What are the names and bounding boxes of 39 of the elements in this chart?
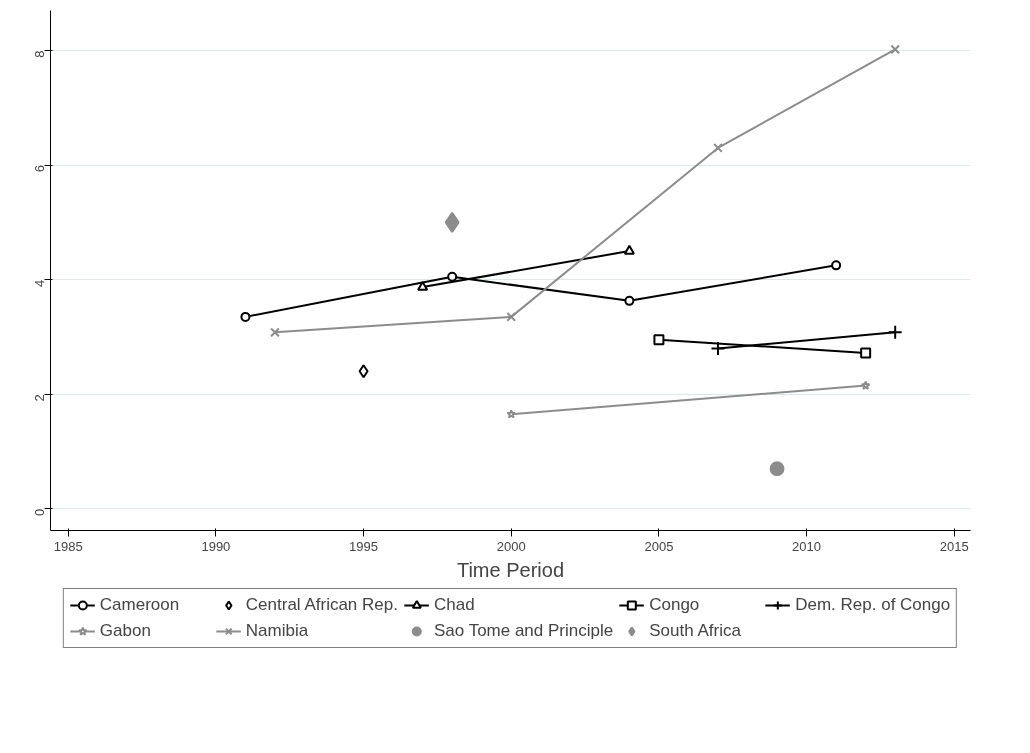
y-tick-label: 2 [32, 394, 47, 402]
legend-label: Central African Rep. [245, 595, 398, 615]
point [831, 260, 842, 271]
point [653, 334, 665, 346]
point [447, 271, 458, 282]
point [890, 44, 901, 55]
legend-label: Namibia [245, 621, 310, 641]
legend-label: Dem. Rep. of Congo [795, 595, 951, 615]
point [358, 364, 369, 379]
point [710, 340, 726, 356]
legend-label: South Africa [649, 621, 742, 641]
legend-label: Sao Tome and Principle [433, 621, 614, 641]
legend-label: Gabon [99, 621, 152, 641]
point [887, 324, 903, 340]
x-tick-label: 2005 [644, 538, 674, 554]
point [624, 295, 635, 306]
x-tick-label: 1990 [201, 538, 231, 554]
x-tick-label: 2015 [939, 538, 969, 554]
x-tick-label: 1995 [349, 538, 379, 554]
point [860, 380, 871, 390]
point [860, 347, 872, 359]
legend-label: Congo [649, 595, 701, 615]
point [270, 327, 280, 338]
legend-label: Cameroon [99, 595, 181, 615]
point [713, 143, 723, 153]
x-axis-title: Time Period [456, 558, 565, 581]
y-tick-label: 0 [32, 508, 47, 516]
point [506, 312, 517, 322]
point [506, 409, 517, 419]
x-tick-label: 2010 [792, 538, 822, 554]
point [444, 211, 460, 233]
legend-label: Chad [433, 595, 476, 615]
point [240, 311, 251, 322]
point [769, 461, 785, 477]
x-tick-label: 1985 [53, 538, 83, 554]
x-tick-label: 2000 [496, 538, 526, 554]
y-tick-label: 4 [32, 279, 47, 287]
y-tick-label: 6 [32, 165, 47, 173]
y-tick-label: 8 [32, 50, 47, 58]
